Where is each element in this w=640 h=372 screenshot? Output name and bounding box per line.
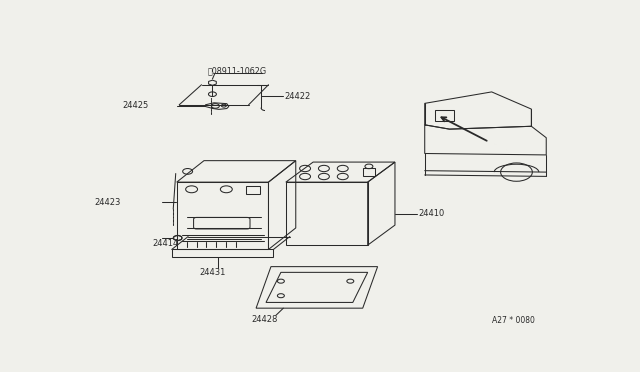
Text: 24428: 24428 xyxy=(251,315,278,324)
Text: ⓝ08911-1062G: ⓝ08911-1062G xyxy=(207,67,267,76)
Bar xyxy=(363,168,375,176)
Text: 24431: 24431 xyxy=(200,268,226,277)
Text: 24425: 24425 xyxy=(122,101,148,110)
Bar xyxy=(435,110,454,121)
Text: 24422: 24422 xyxy=(284,92,310,101)
Text: A27 * 0080: A27 * 0080 xyxy=(492,316,534,325)
Text: 24410: 24410 xyxy=(419,209,445,218)
Text: 24423: 24423 xyxy=(95,198,121,206)
Text: 24414: 24414 xyxy=(152,239,178,248)
Bar xyxy=(246,186,260,193)
